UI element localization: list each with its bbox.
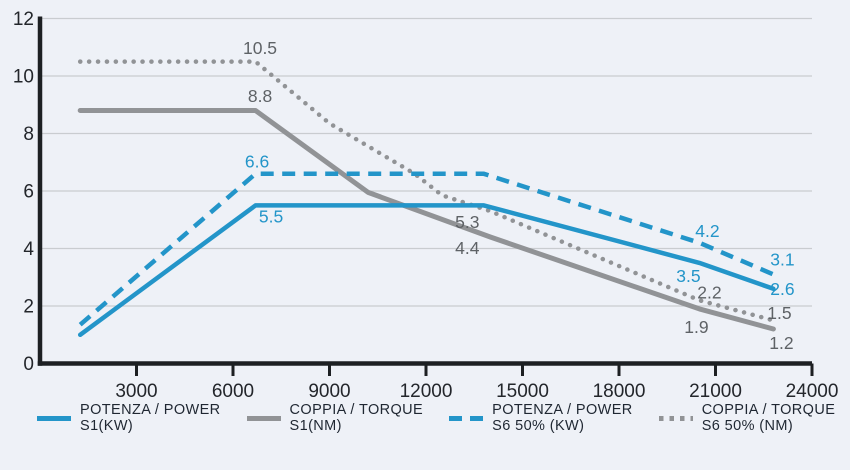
legend-label-line1: POTENZA / POWER xyxy=(80,402,221,418)
legend-swatch-torque-s1 xyxy=(246,415,281,421)
x-axis-tick-label: 24000 xyxy=(786,381,839,400)
data-point-label: 2.6 xyxy=(770,279,794,299)
legend-swatch-power-s1 xyxy=(37,415,71,421)
legend-item-power-s6: POTENZA / POWER S6 50% (KW) xyxy=(449,402,633,435)
data-point-label: 1.2 xyxy=(769,333,793,353)
data-point-label: 2.2 xyxy=(697,282,721,302)
x-axis-tick-label: 21000 xyxy=(689,381,742,400)
series-line-torque_s1 xyxy=(77,108,776,332)
y-axis-tick-label: 0 xyxy=(23,354,34,375)
series-line-power_s1 xyxy=(77,203,776,338)
data-point-label: 5.5 xyxy=(259,206,283,226)
data-point-label: 3.1 xyxy=(770,249,794,269)
legend-label-line2: S1(KW) xyxy=(80,418,134,435)
legend-label-line2: S6 50% (KW) xyxy=(492,418,585,435)
y-axis-tick-label: 12 xyxy=(13,9,34,30)
data-point-label: 1.9 xyxy=(684,317,708,337)
x-axis-tick-label: 6000 xyxy=(212,381,254,400)
data-point-label: 4.4 xyxy=(455,238,480,258)
legend-item-power-s1: POTENZA / POWER S1(KW) xyxy=(37,402,221,435)
x-axis-tick-label: 3000 xyxy=(115,381,157,400)
legend-label-line1: COPPIA / TORQUE xyxy=(701,402,836,418)
legend-swatch-power-s6 xyxy=(449,415,484,421)
legend-item-torque-s1: COPPIA / TORQUE S1(NM) xyxy=(246,402,424,435)
y-axis-tick-label: 2 xyxy=(23,297,34,318)
legend-label-power-s6: POTENZA / POWER S6 50% (KW) xyxy=(492,402,633,435)
legend-label-line2: S1(NM) xyxy=(289,418,342,435)
series-line-power_s6 xyxy=(78,171,775,327)
legend-swatch-torque-s6 xyxy=(658,415,693,421)
legend-label-line1: POTENZA / POWER xyxy=(492,402,633,418)
data-point-label: 1.5 xyxy=(767,303,791,323)
legend-label-power-s1: POTENZA / POWER S1(KW) xyxy=(80,402,221,435)
x-axis-tick-label: 15000 xyxy=(496,381,549,400)
y-axis-tick-label: 10 xyxy=(13,67,34,88)
power-torque-line-chart: 0 2 4 6 8 10 12 3000 6000 9000 12000 15000 18000 2100… xyxy=(13,9,839,400)
chart-legend: POTENZA / POWER S1(KW) COPPIA / TORQUE S… xyxy=(0,402,850,435)
legend-label-torque-s6: COPPIA / TORQUE S6 50% (NM) xyxy=(702,402,836,435)
legend-label-torque-s1: COPPIA / TORQUE S1(NM) xyxy=(290,402,424,435)
y-axis-tick-label: 6 xyxy=(23,182,34,203)
x-axis-tick-label: 9000 xyxy=(308,381,350,400)
y-axis-tick-label: 4 xyxy=(23,239,34,260)
data-point-label: 8.8 xyxy=(248,86,272,106)
y-axis-tick-label: 8 xyxy=(23,124,34,145)
x-axis-tick-label: 12000 xyxy=(400,381,453,400)
data-point-label: 3.5 xyxy=(676,266,700,286)
data-point-label: 5.3 xyxy=(455,212,479,232)
x-axis-tick-label: 18000 xyxy=(593,381,646,400)
data-point-label: 6.6 xyxy=(245,151,269,171)
legend-label-line2: S6 50% (NM) xyxy=(701,418,794,435)
legend-label-line1: COPPIA / TORQUE xyxy=(289,402,424,418)
data-point-label: 10.5 xyxy=(243,38,277,58)
data-point-label: 4.2 xyxy=(695,221,719,241)
legend-item-torque-s6: COPPIA / TORQUE S6 50% (NM) xyxy=(658,402,836,435)
